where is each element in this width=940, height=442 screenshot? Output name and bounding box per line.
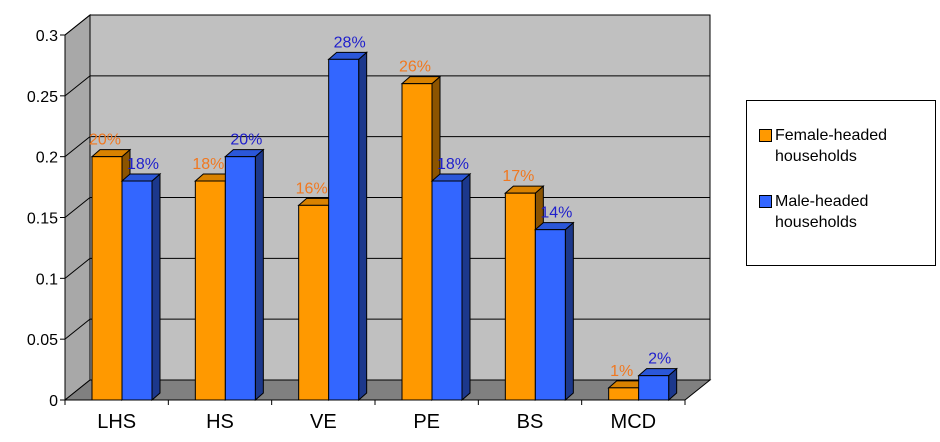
y-tick-label: 0.2 bbox=[36, 150, 58, 167]
y-tick-label: 0.1 bbox=[36, 271, 58, 288]
bar-front bbox=[224, 156, 256, 401]
bar-front bbox=[298, 204, 330, 401]
bar-front bbox=[534, 229, 566, 401]
data-labels: 20% 18% 18% 20% 16% 28% 26% 18% 17% 14% 1% 2% bbox=[89, 34, 671, 380]
gridline bbox=[64, 257, 710, 279]
data-label: 2% bbox=[648, 351, 671, 368]
y-tick-label: 0.15 bbox=[27, 211, 58, 228]
bar-side bbox=[151, 172, 161, 402]
y-tick-label: 0.3 bbox=[36, 28, 58, 45]
data-label: 26% bbox=[399, 59, 431, 76]
data-label: 17% bbox=[502, 168, 534, 185]
gridline bbox=[64, 136, 710, 158]
legend: Female-headed households Male-headed hou… bbox=[746, 100, 936, 266]
gridlines bbox=[64, 14, 710, 340]
data-label: 18% bbox=[127, 156, 159, 173]
bar-front bbox=[608, 387, 640, 401]
y-axis-ticks: 0 0.05 0.1 0.15 0.2 0.25 0.3 bbox=[27, 28, 65, 410]
gridline bbox=[64, 14, 710, 36]
x-category-label: VE bbox=[310, 411, 337, 433]
y-tick-label: 0.25 bbox=[27, 89, 58, 106]
bar-front bbox=[121, 180, 153, 401]
gridline bbox=[64, 197, 710, 218]
bar-front bbox=[504, 192, 536, 401]
data-label: 18% bbox=[192, 156, 224, 173]
legend-swatch-female bbox=[759, 129, 772, 142]
y-tick-label: 0.05 bbox=[27, 332, 58, 349]
bar-front bbox=[91, 156, 123, 401]
bar-front bbox=[431, 180, 463, 401]
legend-label-female: Female-headed households bbox=[775, 127, 888, 165]
bars bbox=[90, 51, 678, 402]
x-category-label: BS bbox=[517, 411, 544, 433]
data-label: 14% bbox=[540, 205, 572, 222]
bar-side bbox=[564, 221, 574, 402]
bar bbox=[224, 148, 265, 402]
bar bbox=[430, 172, 472, 402]
gridline bbox=[64, 75, 710, 97]
bar bbox=[327, 51, 368, 402]
data-label: 28% bbox=[334, 34, 366, 51]
bar-front bbox=[401, 83, 433, 401]
y-tick-label: 0 bbox=[49, 393, 58, 410]
x-category-label: LHS bbox=[97, 411, 136, 433]
bar bbox=[120, 172, 162, 402]
legend-swatch-male bbox=[759, 195, 772, 208]
bar-front bbox=[194, 180, 226, 401]
data-label: 1% bbox=[610, 363, 633, 380]
gridline bbox=[64, 318, 710, 340]
bar-side bbox=[461, 172, 471, 402]
bar-front bbox=[328, 58, 360, 401]
legend-item-female: Female-headed households bbox=[759, 125, 925, 167]
x-category-label: MCD bbox=[611, 411, 657, 433]
x-axis-ticks: LHS HS VE PE BS MCD bbox=[64, 400, 686, 433]
data-label: 20% bbox=[89, 132, 121, 149]
bar-side bbox=[254, 148, 264, 402]
bar-side bbox=[358, 51, 368, 402]
x-category-label: PE bbox=[413, 411, 440, 433]
bar bbox=[534, 221, 575, 402]
bar-front bbox=[638, 375, 670, 401]
legend-label-male: Male-headed households bbox=[775, 193, 869, 231]
data-label: 16% bbox=[296, 180, 328, 197]
legend-item-male: Male-headed households bbox=[759, 191, 925, 233]
data-label: 18% bbox=[437, 156, 469, 173]
data-label: 20% bbox=[230, 132, 262, 149]
bar bbox=[637, 367, 678, 402]
x-category-label: HS bbox=[206, 411, 234, 433]
